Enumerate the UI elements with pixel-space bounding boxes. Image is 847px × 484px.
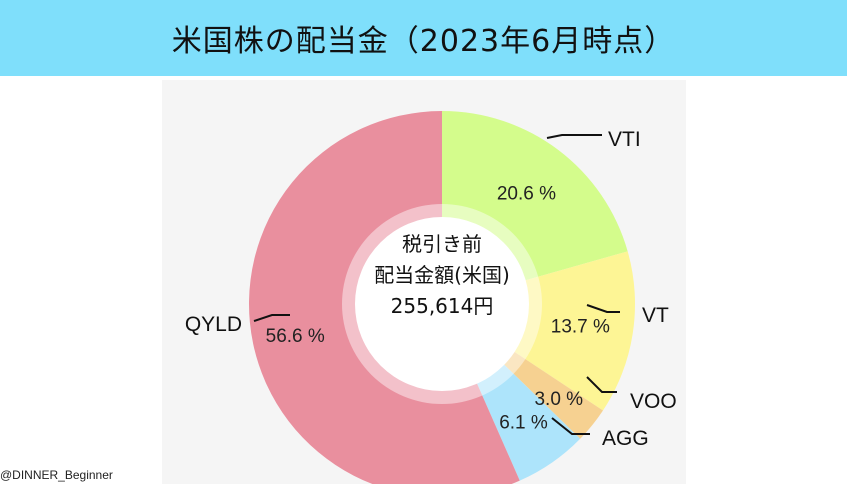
value-label-vt: 13.7 % [551, 316, 610, 337]
center-label-line-3: 255,614円 [391, 294, 494, 318]
credit-text: @DINNER_Beginner [0, 468, 113, 482]
center-label-line-1: 税引き前 [402, 232, 482, 256]
center-label-line-2: 配当金額(米国) [374, 263, 510, 287]
leader-line-qyld [253, 314, 290, 322]
leader-line-vti [546, 134, 602, 139]
category-label-vti: VTI [608, 128, 641, 151]
value-label-vti: 20.6 % [497, 183, 556, 204]
category-label-agg: AGG [602, 427, 649, 450]
category-label-vt: VT [642, 304, 669, 327]
category-label-qyld: QYLD [185, 313, 242, 336]
leader-line-vt [586, 304, 620, 313]
value-label-qyld: 56.6 % [266, 326, 325, 347]
leaders-group [253, 134, 620, 435]
chart-panel: 20.6 % 13.7 % 3.0 % 6.1 % 56.6 % VTI VT VOO AGG Q… [162, 80, 686, 484]
leader-line-voo [586, 376, 617, 393]
leader-line-agg [551, 417, 590, 435]
category-label-voo: VOO [630, 390, 677, 413]
value-label-agg: 6.1 % [499, 413, 548, 434]
labels-group: 20.6 % 13.7 % 3.0 % 6.1 % 56.6 % VTI VT VOO AGG Q… [185, 128, 677, 450]
center-hole [355, 217, 529, 391]
page-title: 米国株の配当金（2023年6月時点） [171, 24, 676, 59]
donut-chart: 20.6 % 13.7 % 3.0 % 6.1 % 56.6 % VTI VT VOO AGG Q… [185, 111, 677, 484]
title-bar: 米国株の配当金（2023年6月時点） [0, 0, 847, 76]
value-label-voo: 3.0 % [534, 389, 583, 410]
